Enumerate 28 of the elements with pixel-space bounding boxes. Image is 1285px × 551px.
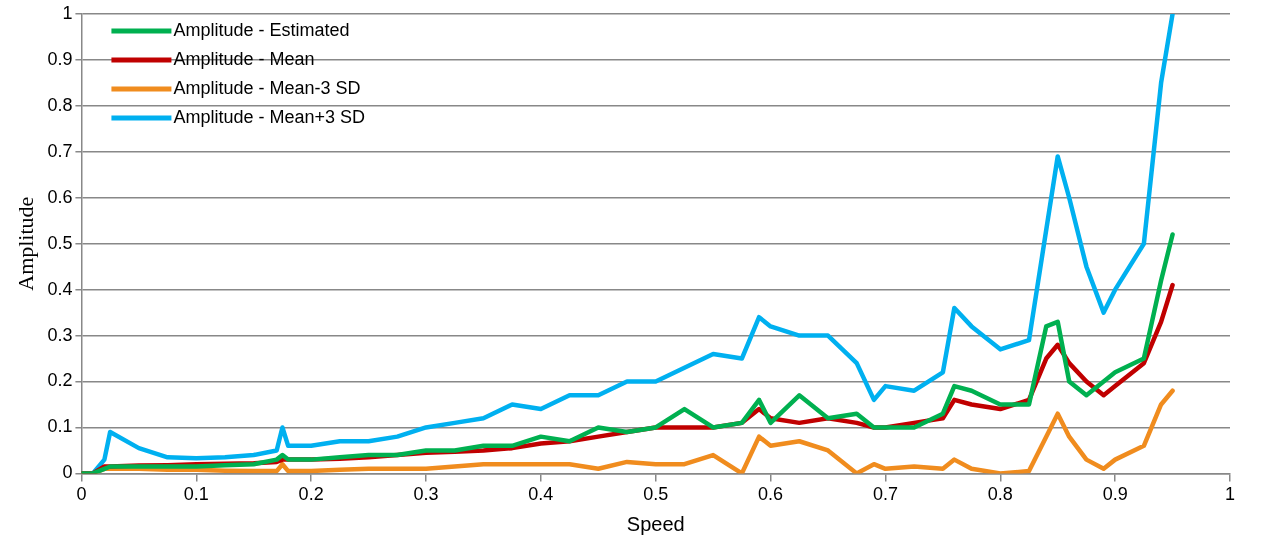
x-tick-label: 0.1: [183, 484, 209, 505]
legend-label: Amplitude - Estimated: [173, 19, 350, 40]
y-tick-label: 0.1: [47, 416, 73, 437]
y-axis-title: Amplitude: [12, 196, 38, 291]
x-tick-label: 0.9: [1102, 484, 1128, 505]
y-tick-label: 0: [62, 462, 73, 483]
legend-label: Amplitude - Mean: [173, 48, 315, 69]
x-tick-label: 1: [1224, 484, 1236, 505]
y-tick-label: 0.7: [47, 140, 73, 161]
y-tick-label: 0.3: [47, 324, 73, 345]
x-tick-label: 0.4: [528, 484, 554, 505]
legend-label: Amplitude - Mean-3 SD: [173, 77, 361, 98]
y-tick-label: 0.5: [47, 232, 73, 253]
x-tick-label: 0.7: [872, 484, 898, 505]
y-tick-label: 0.2: [47, 370, 73, 391]
legend-label: Amplitude - Mean+3 SD: [173, 106, 366, 127]
y-tick-label: 0.9: [47, 48, 73, 69]
y-tick-label: 1: [62, 2, 73, 23]
x-axis-title: Speed: [626, 512, 685, 535]
y-tick-label: 0.6: [47, 186, 73, 207]
y-tick-label: 0.4: [47, 278, 73, 299]
x-tick-label: 0: [76, 484, 87, 505]
x-tick-label: 0.6: [758, 484, 784, 505]
y-tick-label: 0.8: [47, 94, 73, 115]
x-tick-label: 0.3: [413, 484, 439, 505]
x-tick-label: 0.5: [643, 484, 669, 505]
x-tick-label: 0.8: [987, 484, 1013, 505]
x-tick-label: 0.2: [298, 484, 324, 505]
